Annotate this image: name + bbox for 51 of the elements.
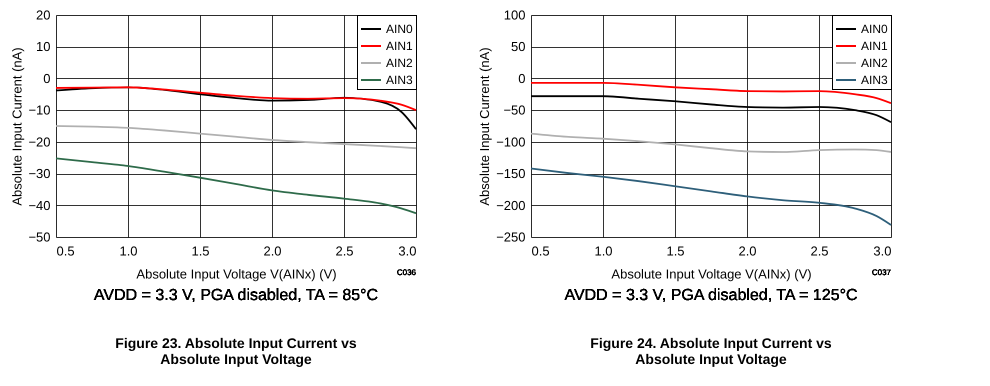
legend-label: AIN2 (386, 56, 414, 70)
line-series (530, 132, 892, 153)
line-series (55, 157, 417, 214)
x-tick-label: 0.5 (56, 244, 75, 258)
y-tick-label: −50 (503, 102, 526, 118)
legend-label: AIN0 (386, 22, 414, 36)
x-axis-title: Absolute Input Voltage V(AINx) (V) (136, 266, 337, 282)
x-tick-label: 1.5 (191, 244, 210, 258)
line-series (530, 168, 892, 226)
y-tick-label: −100 (496, 134, 526, 150)
text: C037 (872, 268, 892, 277)
y-tick-label: −10 (28, 102, 50, 118)
x-axis-title: Absolute Input Voltage V(AINx) (V) (611, 266, 812, 282)
y-tick-label: −200 (496, 198, 526, 213)
legend-label: AIN3 (386, 73, 414, 87)
y-tick-label: 0 (518, 70, 526, 86)
x-tick-label: 2.0 (263, 244, 282, 258)
x-tick-label: 2.0 (738, 244, 757, 258)
text: Figure 24. Absolute Input Current vs Absolute Input Voltage (590, 335, 832, 367)
text: Figure 23. Absolute Input Current vs Absolute Input Voltage (115, 335, 357, 367)
y-axis-title: Absolute Input Current (nA) (477, 47, 492, 206)
text: AVDD = 3.3 V, PGA disabled, TA = 85°C (94, 287, 378, 304)
x-tick-label: 0.5 (532, 244, 550, 258)
legend-label: AIN0 (861, 22, 888, 36)
y-axis-title: Absolute Input Current (nA) (9, 47, 24, 206)
x-tick-label: 1.0 (594, 244, 613, 258)
y-tick-label: −40 (28, 198, 50, 213)
line-series (55, 125, 417, 150)
legend-label: AIN2 (861, 56, 888, 70)
x-tick-label: 1.5 (666, 244, 685, 258)
x-tick-label: 3.0 (873, 244, 892, 258)
y-tick-label: 100 (504, 8, 526, 22)
y-tick-label: −150 (496, 166, 526, 182)
x-tick-label: 3.0 (398, 244, 416, 258)
text: C036 (396, 268, 417, 277)
y-tick-label: 10 (36, 39, 50, 54)
x-tick-label: 2.5 (810, 244, 829, 258)
legend-label: AIN1 (861, 39, 888, 53)
x-tick-label: 1.0 (119, 244, 138, 258)
y-tick-label: 0 (43, 70, 50, 86)
y-tick-label: −250 (496, 230, 526, 244)
text: AVDD = 3.3 V, PGA disabled, TA = 125°C (564, 287, 858, 304)
line-series (55, 86, 417, 112)
x-tick-label: 2.5 (335, 244, 354, 258)
y-tick-label: −50 (28, 230, 50, 244)
legend-label: AIN1 (386, 39, 414, 53)
legend-label: AIN3 (861, 73, 888, 87)
y-tick-label: −20 (28, 134, 50, 150)
y-tick-label: 50 (511, 39, 526, 54)
y-tick-label: −30 (28, 166, 50, 182)
y-tick-label: 20 (36, 8, 50, 22)
